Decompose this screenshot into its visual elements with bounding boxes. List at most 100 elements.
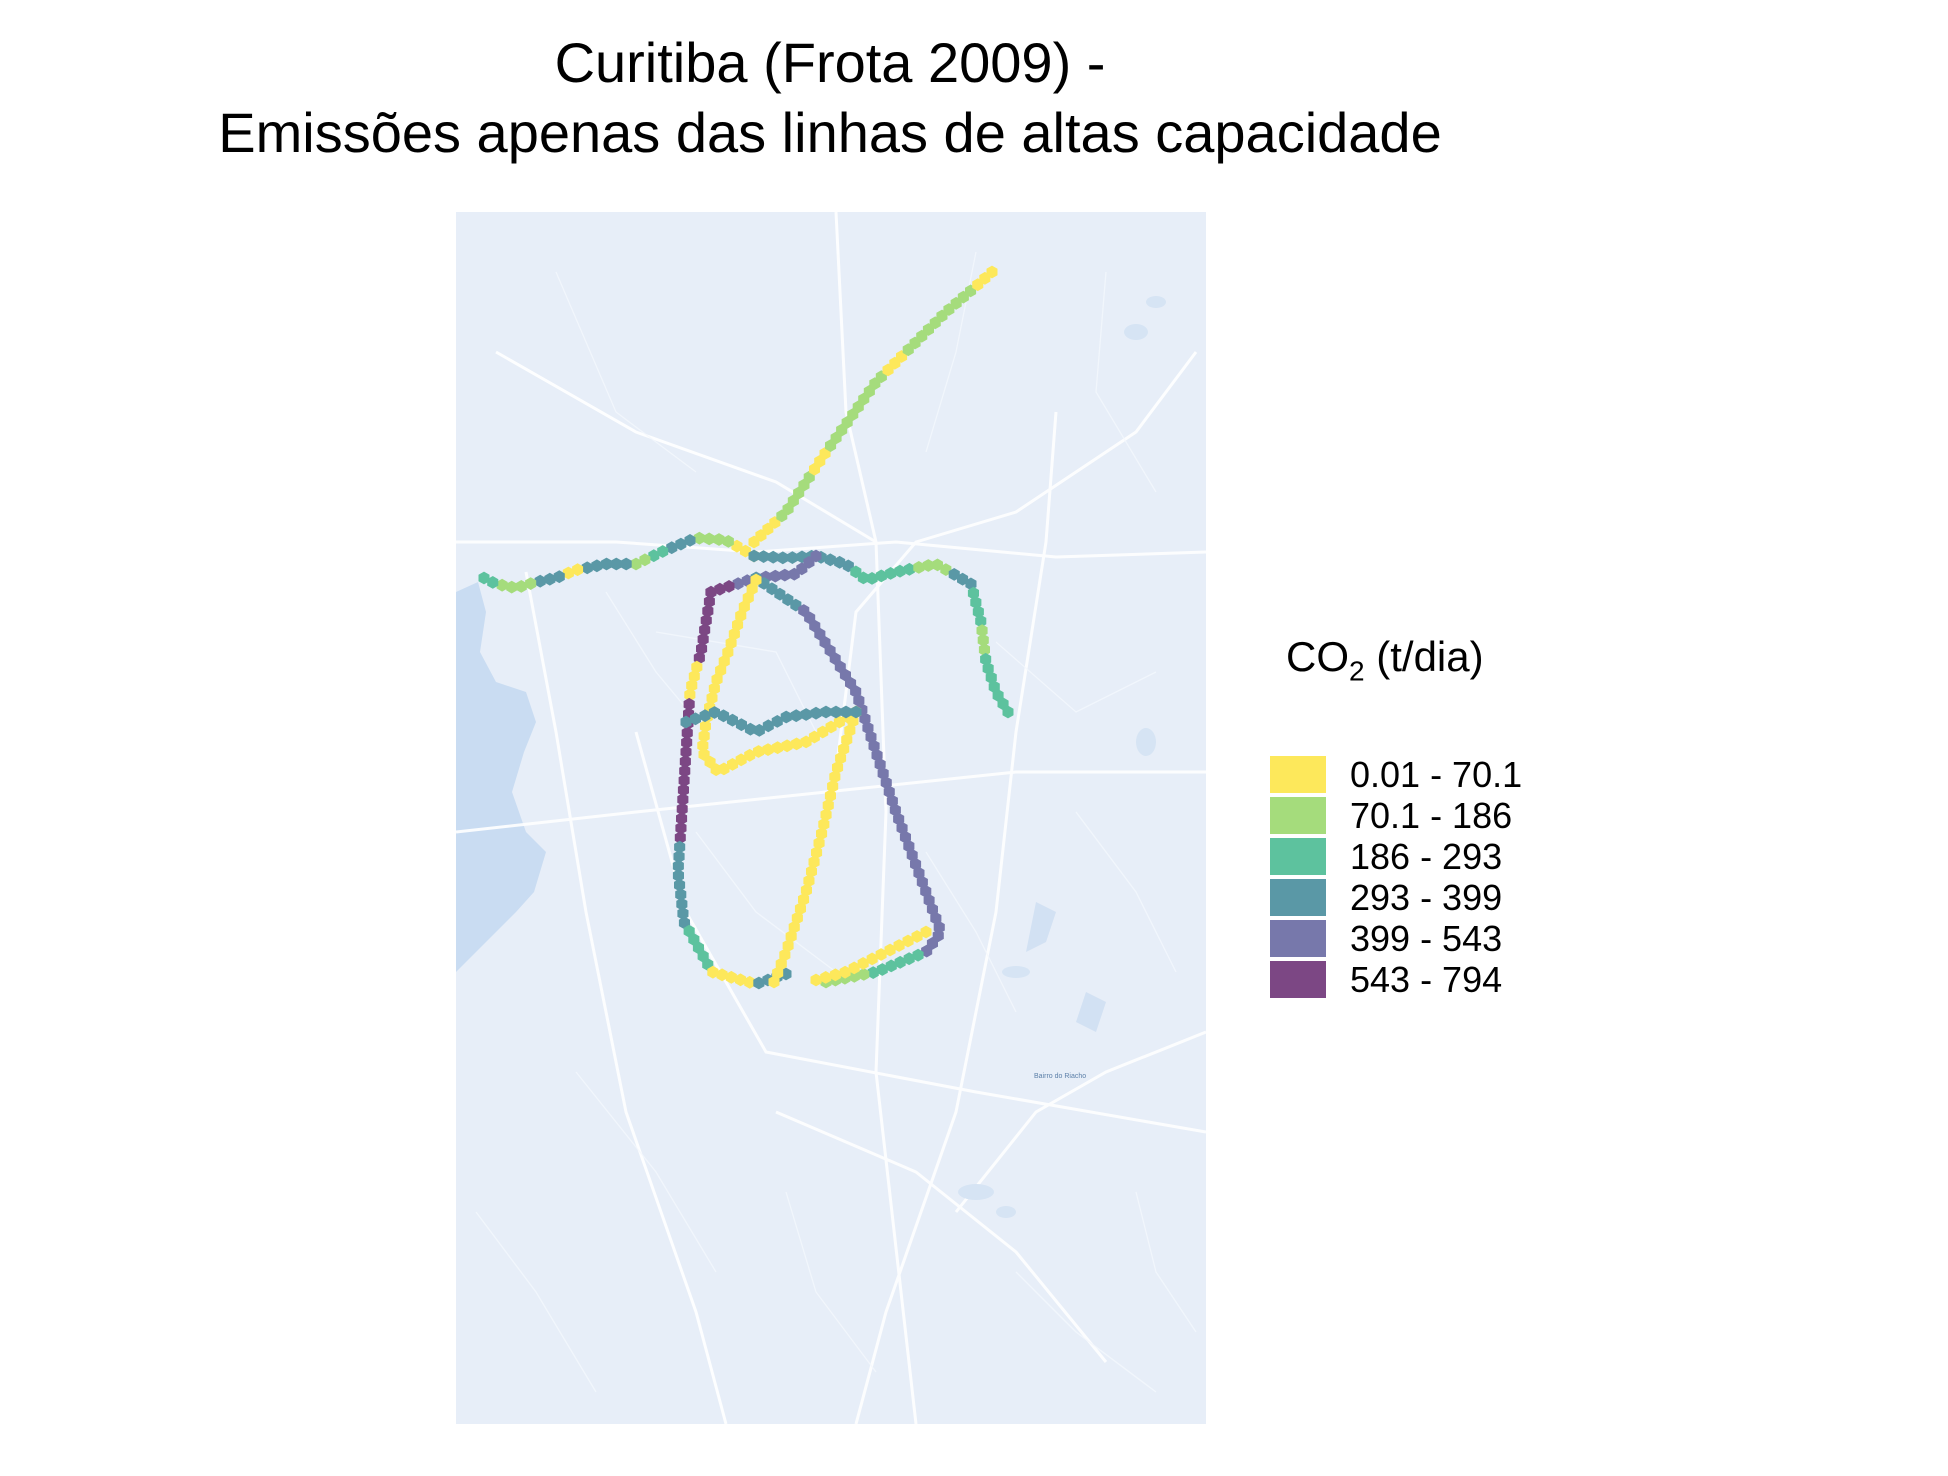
hexbin-cell <box>699 709 711 723</box>
hexbin-cell <box>829 770 841 784</box>
hexbin-cell <box>572 563 584 577</box>
hexbin-cell <box>726 713 738 727</box>
hexbin-cell <box>808 730 820 744</box>
hexbin-cell <box>857 957 869 970</box>
hexbin-cell <box>1002 705 1014 719</box>
hexbin-cell <box>676 812 688 825</box>
hexbin-cell <box>723 580 735 593</box>
reservoir-water <box>456 582 546 972</box>
small-water-bodies <box>958 296 1166 1218</box>
legend-title: CO2 (t/dia) <box>1286 633 1484 687</box>
hexbin-cell <box>676 802 688 816</box>
hexbin-cell <box>713 533 725 546</box>
hexbin-cell <box>913 561 925 574</box>
hexbin-cell <box>772 741 784 755</box>
reservoir-water-2 <box>1026 902 1106 1032</box>
hexbin-cell <box>975 614 987 628</box>
hexbin-cell <box>827 779 839 793</box>
hexbin-cell <box>986 265 998 279</box>
corridor-south-west-loop <box>672 549 822 990</box>
hexbin-cell <box>683 697 695 711</box>
hexbin-cell <box>922 559 934 572</box>
hexbin-cell <box>818 817 830 831</box>
hexbin-cell <box>902 934 914 948</box>
hexbin-cell <box>690 712 701 726</box>
hexbin-cell <box>822 798 834 812</box>
corridor-connector-2 <box>810 925 932 987</box>
legend-label: 186 - 293 <box>1350 836 1503 877</box>
hexbin-cell <box>718 709 730 723</box>
hexbin-cell <box>840 705 852 719</box>
minor-streets <box>475 251 1197 1393</box>
hexbin-cell <box>758 550 770 563</box>
hexbin-cell <box>735 753 747 767</box>
hexbin-cell <box>620 557 632 571</box>
hexbin-cell <box>698 729 710 743</box>
hexbin-cell <box>786 551 798 564</box>
hexbin-cell <box>920 925 932 939</box>
hexbin-cell <box>515 580 527 593</box>
hexbin-cell <box>735 973 746 987</box>
map-title-line-2: Emissões apenas das linhas de altas capa… <box>218 101 1442 164</box>
hexbin-cell <box>678 774 690 787</box>
hexbin-cell <box>697 632 709 646</box>
legend: CO2 (t/dia) 0.01 - 70.1 70.1 - 186 186 -… <box>1270 632 1690 1000</box>
hexbin-cell <box>830 705 842 719</box>
hexbin-cell <box>677 907 689 920</box>
hexbin-cell <box>700 614 712 627</box>
hexbin-cell <box>739 544 751 558</box>
hexbin-cell <box>674 831 686 844</box>
hexbin-cell <box>496 578 508 592</box>
hexbin-cell <box>839 965 851 979</box>
hexbin-cell <box>781 739 793 753</box>
hexbin-cell <box>672 859 684 873</box>
hexbin-cell <box>940 563 952 576</box>
hexbin-cell <box>676 897 688 911</box>
hexbin-cell <box>788 567 800 581</box>
hexbin-cell <box>674 840 686 854</box>
hexbin-cell <box>708 682 720 695</box>
hexbin-cell <box>699 719 711 733</box>
hexbin-cell <box>727 758 739 771</box>
legend-item: 70.1 - 186 <box>1270 795 1670 836</box>
hexbin-cell <box>679 764 691 778</box>
hexbin-cell <box>976 624 988 637</box>
hexbin-cell <box>820 705 832 719</box>
hexbin-cell <box>684 688 696 702</box>
hexbin-cell <box>810 973 822 987</box>
hexbin-cell <box>673 850 685 863</box>
hexbin-cell <box>768 975 780 989</box>
hexbin-cell <box>725 970 737 984</box>
hexbin-cell <box>722 535 734 548</box>
hexbin-cell <box>800 735 812 749</box>
basemap: Bairro do Riacho <box>456 212 1206 1424</box>
hexbin-cell <box>875 569 887 583</box>
hexbin-cell <box>716 968 728 982</box>
hexbin-cell <box>858 968 870 981</box>
hexbin-cell <box>820 808 832 822</box>
legend-item: 186 - 293 <box>1270 836 1670 877</box>
hexbin-cell <box>932 558 943 572</box>
hexbin-cell <box>824 553 836 567</box>
legend-label: 543 - 794 <box>1350 959 1503 1000</box>
hexbin-cell <box>957 572 969 586</box>
hexbin-cell <box>718 762 730 776</box>
hexbin-cell <box>848 969 860 983</box>
hexbin-cell <box>648 549 660 563</box>
hexbin-cell <box>876 963 888 976</box>
legend-label: 70.1 - 186 <box>1350 795 1513 836</box>
hexbin-cell <box>762 719 774 733</box>
legend-item: 399 - 543 <box>1270 918 1670 959</box>
hexbin-cell <box>800 708 812 721</box>
hexbin-cell <box>562 566 574 580</box>
hexbin-cell <box>708 706 720 719</box>
hexbin-cell <box>775 957 787 971</box>
hexbin-cell <box>506 580 518 594</box>
hexbin-cell <box>680 715 692 729</box>
hexbin-cell <box>867 966 879 979</box>
hexbin-cell <box>534 574 546 588</box>
hexbin-cell <box>591 559 603 573</box>
hexbin-cell <box>679 755 691 768</box>
legend-swatch <box>1270 756 1326 793</box>
hexbin-cell <box>478 571 490 585</box>
